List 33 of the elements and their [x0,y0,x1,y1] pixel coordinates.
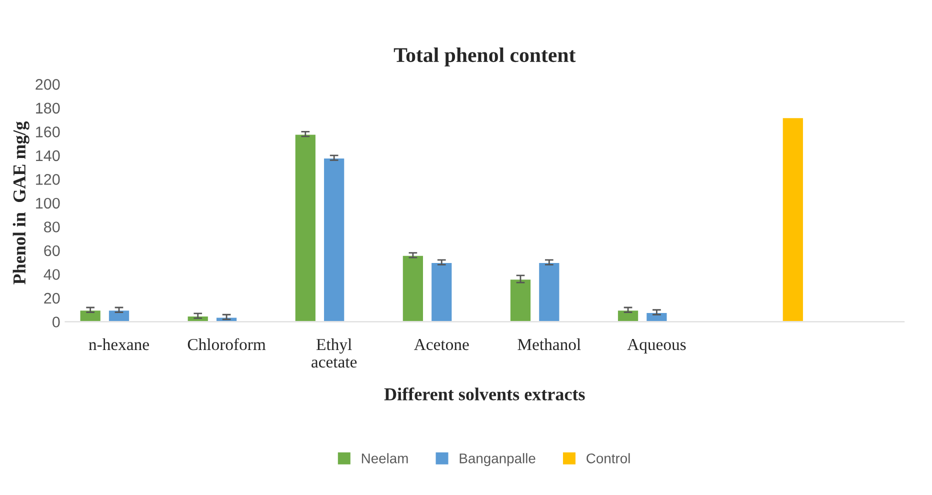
bar [402,254,424,322]
y-tick-label: 180 [36,102,60,114]
y-tick-label: 40 [44,269,60,280]
y-tick-label: 120 [36,174,60,185]
x-axis-title: Different solvents extracts [384,387,585,400]
x-tick-label: Ethyl acetate [312,338,357,368]
y-tick-label: 200 [36,79,60,90]
chart-title: Total phenol content [394,47,576,66]
legend-label: Control [586,453,630,464]
y-tick-label: 100 [36,198,60,209]
bar [108,309,130,322]
x-tick-label: Methanol [518,338,581,350]
bar [322,157,346,322]
y-tick-label: 0 [52,316,60,328]
legend-label: Neelam [362,453,408,464]
bar [78,309,102,322]
bar [616,309,640,322]
y-axis-title: Phenol in GAE mg/g [12,121,30,284]
y-tick-label: 80 [44,222,60,232]
x-tick-label: Aqueous [627,338,686,354]
bar [509,278,532,322]
x-tick-label: Chloroform [188,338,266,350]
y-tick-label: 140 [36,150,60,162]
bar [294,133,317,322]
y-tick-label: 20 [44,292,60,304]
x-tick-label: Acetone [414,338,469,350]
y-tick-label: 160 [36,126,60,138]
x-tick-label: n-hexane [88,338,149,350]
bar [430,262,454,322]
legend-label: Banganpalle [460,453,536,466]
y-tick-label: 60 [44,245,60,256]
bar [781,116,804,322]
bar [538,262,561,322]
